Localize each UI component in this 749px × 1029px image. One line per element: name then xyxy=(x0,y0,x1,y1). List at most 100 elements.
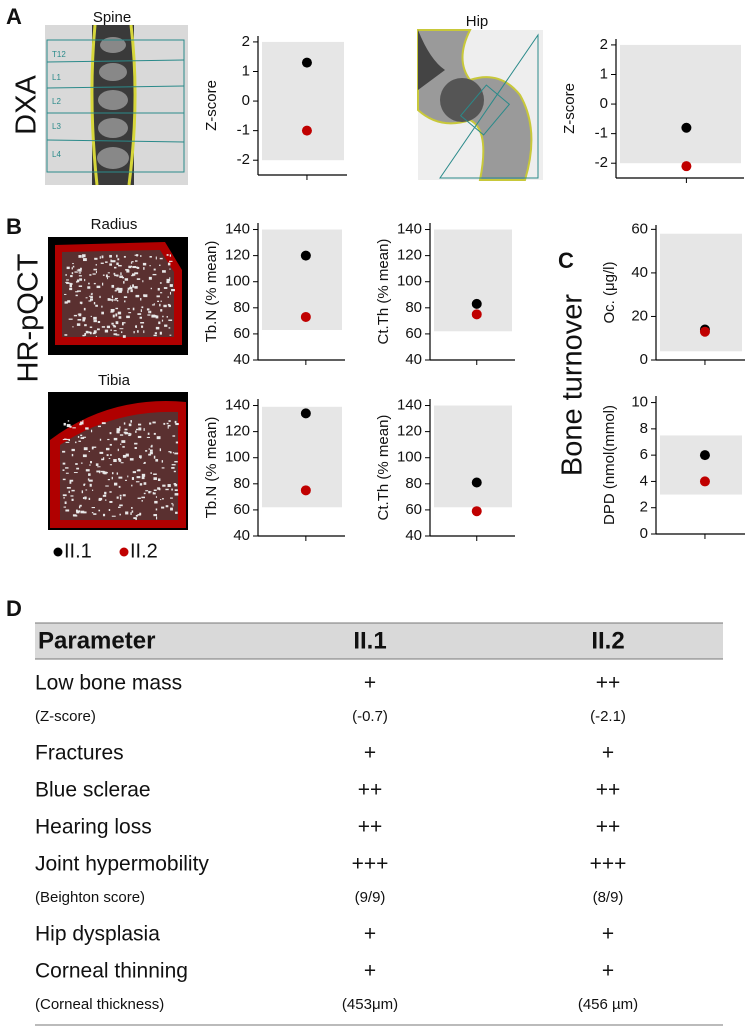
bone-speck xyxy=(166,278,171,282)
bone-speck xyxy=(143,294,148,298)
y-tick-label: 40 xyxy=(405,351,422,368)
bone-speck xyxy=(97,425,101,428)
bone-speck xyxy=(155,326,160,330)
spine-level: T12 xyxy=(52,50,66,59)
image-title: Tibia xyxy=(98,372,131,389)
bone-speck xyxy=(135,325,137,327)
bone-speck xyxy=(154,332,157,335)
bone-speck xyxy=(113,266,117,269)
bone-speck xyxy=(127,308,130,310)
bone-speck xyxy=(108,457,111,459)
bone-speck xyxy=(105,274,108,278)
bone-speck xyxy=(122,494,126,497)
bone-speck xyxy=(162,498,164,500)
bone-speck xyxy=(171,502,173,505)
bone-speck xyxy=(157,287,160,291)
table-note-cell: (Corneal thickness) xyxy=(35,996,164,1013)
bone-speck xyxy=(131,273,136,276)
bone-speck xyxy=(79,301,83,304)
bone-speck xyxy=(146,308,150,311)
bone-speck xyxy=(107,272,110,274)
y-tick-label: 60 xyxy=(233,325,250,342)
bone-speck xyxy=(71,272,74,275)
bone-speck xyxy=(143,492,146,495)
bone-speck xyxy=(65,441,70,443)
bone-speck xyxy=(161,319,164,322)
bone-speck xyxy=(139,455,142,458)
bone-speck xyxy=(97,466,99,468)
bone-speck xyxy=(66,279,69,281)
y-tick-label: 140 xyxy=(397,220,422,237)
bone-speck xyxy=(133,331,135,334)
bone-speck xyxy=(88,282,90,285)
y-tick-label: 80 xyxy=(233,475,250,492)
data-point xyxy=(699,450,710,461)
bone-speck xyxy=(149,310,152,314)
bone-speck xyxy=(115,307,119,310)
bone-speck xyxy=(80,437,85,439)
bone-speck xyxy=(93,302,96,305)
bone-speck xyxy=(93,316,97,320)
bone-speck xyxy=(112,314,115,318)
table-cell: + xyxy=(602,742,614,765)
bone-speck xyxy=(76,323,81,326)
y-tick-label: 80 xyxy=(405,299,422,316)
bone-speck xyxy=(93,332,96,335)
bone-speck xyxy=(175,422,179,426)
bone-speck xyxy=(94,257,98,260)
bone-speck xyxy=(156,516,158,520)
bone-speck xyxy=(131,507,133,509)
bone-speck xyxy=(105,261,108,263)
bone-speck xyxy=(87,286,91,289)
bone-speck xyxy=(126,269,130,273)
bone-speck xyxy=(131,261,134,263)
y-tick-label: 60 xyxy=(631,220,648,237)
bone-speck xyxy=(120,272,122,276)
bone-speck xyxy=(80,303,83,305)
bone-speck xyxy=(119,426,121,429)
bone-speck xyxy=(90,296,93,299)
table-cell: + xyxy=(602,960,614,983)
bone-speck xyxy=(63,506,67,508)
reference-range xyxy=(262,229,342,330)
bone-speck xyxy=(135,481,140,483)
data-point xyxy=(300,408,311,419)
bone-speck xyxy=(168,304,171,308)
table-cell: + xyxy=(364,923,376,946)
bone-speck xyxy=(78,285,83,287)
bone-speck xyxy=(148,453,152,456)
bone-speck xyxy=(75,441,77,444)
bone-speck xyxy=(79,504,82,507)
bone-speck xyxy=(80,462,83,464)
table-cell: +++ xyxy=(590,853,627,876)
bone-speck xyxy=(157,300,160,303)
bone-speck xyxy=(101,282,104,286)
bone-speck xyxy=(69,481,72,484)
bone-speck xyxy=(78,275,82,277)
data-point xyxy=(699,326,710,337)
table-cell: ++ xyxy=(596,816,621,839)
bone-speck xyxy=(103,471,107,475)
bone-speck xyxy=(114,274,118,277)
bone-speck xyxy=(157,478,161,482)
table-cell: ++ xyxy=(596,779,621,802)
bone-speck xyxy=(151,444,153,448)
bone-speck xyxy=(137,435,142,439)
bone-speck xyxy=(151,304,155,306)
bone-speck xyxy=(148,310,150,314)
bone-speck xyxy=(160,292,163,294)
y-tick-label: 120 xyxy=(397,247,422,264)
bone-speck xyxy=(145,450,148,452)
data-point xyxy=(301,125,312,136)
bone-speck xyxy=(95,463,99,466)
row-label: Bone turnover xyxy=(557,294,589,477)
bone-speck xyxy=(110,329,112,331)
y-tick-label: -2 xyxy=(237,151,250,168)
bone-speck xyxy=(119,275,123,278)
table-cell: ++ xyxy=(358,779,383,802)
table-header-cell: II.2 xyxy=(591,627,624,654)
bone-speck xyxy=(149,265,151,267)
bone-speck xyxy=(88,497,91,500)
bone-speck xyxy=(161,460,164,463)
bone-speck xyxy=(159,264,161,267)
